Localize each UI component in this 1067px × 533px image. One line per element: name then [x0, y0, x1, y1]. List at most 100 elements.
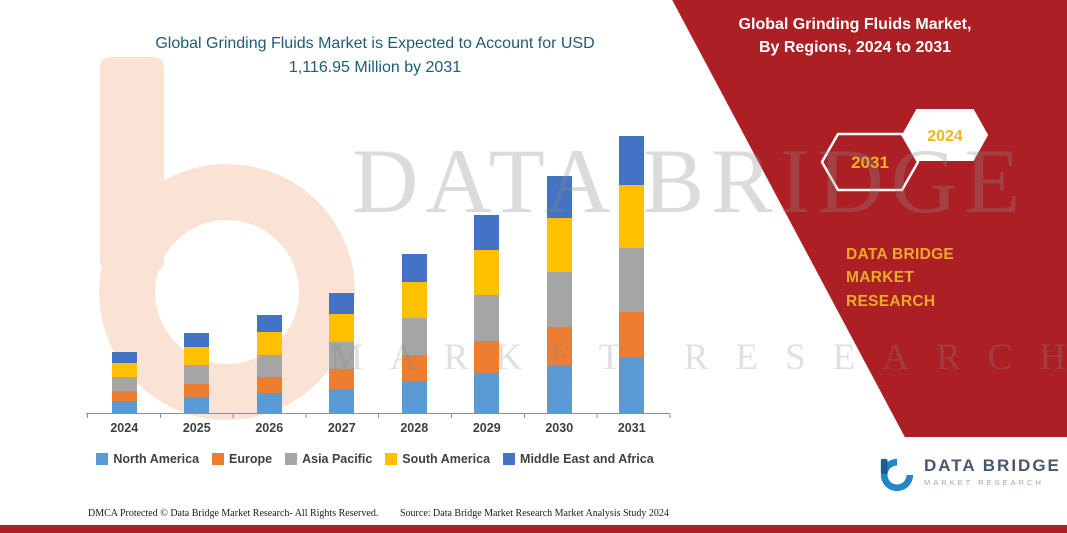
legend-swatch-icon — [503, 453, 516, 465]
legend-label: North America — [113, 452, 200, 466]
bar-segment-2026-europe — [256, 377, 282, 394]
bar-2026 — [256, 315, 282, 413]
bar-segment-2026-north-america — [256, 393, 282, 413]
banner-heading-line2: By Regions, 2024 to 2031 — [758, 39, 952, 57]
bar-2027 — [329, 293, 355, 413]
bar-segment-2027-asia-pacific — [329, 341, 355, 370]
bar-segment-2025-asia-pacific — [184, 365, 210, 385]
company-logo-name: DATA BRIDGE — [924, 456, 1061, 475]
bar-segment-2027-south-america — [329, 314, 355, 342]
x-axis-label-2030: 2030 — [545, 421, 574, 435]
x-axis-label-2029: 2029 — [472, 421, 501, 435]
logo-watermark-stem — [100, 57, 164, 272]
bar-segment-2028-europe — [401, 355, 427, 381]
bottom-red-strip — [0, 525, 1067, 533]
hexagon-2031 — [820, 132, 920, 192]
banner-brand-line2: RESEARCH — [846, 292, 936, 310]
x-axis-ticks — [87, 414, 671, 418]
legend-label: South America — [402, 452, 491, 466]
chart-legend: North America Europe Asia Pacific South Ame… — [55, 452, 695, 466]
bar-2025 — [184, 333, 210, 413]
bar-segment-2025-north-america — [184, 396, 210, 413]
bar-segment-2029-middle-east-and-africa — [474, 215, 500, 251]
bar-segment-2028-north-america — [401, 380, 427, 413]
year-hexagons: 2024 2031 — [820, 109, 989, 192]
banner-brand-line1: DATA BRIDGE MARKET — [846, 246, 955, 287]
bar-segment-2028-asia-pacific — [401, 318, 427, 356]
bar-segment-2027-europe — [329, 369, 355, 389]
bar-2030 — [546, 176, 572, 413]
bar-segment-2031-middle-east-and-africa — [619, 136, 645, 186]
bar-segment-2024-north-america — [111, 400, 137, 413]
bar-2029 — [474, 215, 500, 413]
company-logo: DATA BRIDGE MARKET RESEARCH — [878, 456, 1061, 494]
legend-swatch-icon — [96, 453, 109, 465]
legend-item-south-america: South America — [385, 452, 490, 466]
legend-swatch-icon — [285, 453, 298, 465]
x-axis-label-2024: 2024 — [110, 421, 139, 435]
bar-segment-2031-south-america — [619, 185, 645, 249]
banner-heading: Global Grinding Fluids Market, By Region… — [670, 13, 1040, 59]
bar-segment-2025-europe — [184, 384, 210, 397]
bar-segment-2030-north-america — [546, 365, 572, 413]
x-axis-label-2027: 2027 — [327, 421, 356, 435]
x-axis-line — [86, 413, 670, 414]
legend-item-asia-pacific: Asia Pacific — [285, 452, 372, 466]
stacked-bar-chart — [88, 123, 668, 413]
logo-watermark-ring — [99, 164, 355, 420]
bar-segment-2031-north-america — [619, 357, 645, 413]
legend-item-middle-east-and-africa: Middle East and Africa — [503, 452, 654, 466]
legend-label: Asia Pacific — [302, 452, 373, 466]
bar-2024 — [111, 352, 137, 413]
bar-segment-2026-middle-east-and-africa — [256, 315, 282, 333]
bar-segment-2025-middle-east-and-africa — [184, 333, 210, 348]
dmca-notice: DMCA Protected © Data Bridge Market Rese… — [88, 508, 379, 519]
x-axis-label-2031: 2031 — [617, 421, 646, 435]
bar-segment-2024-middle-east-and-africa — [111, 352, 137, 363]
bar-segment-2027-middle-east-and-africa — [329, 293, 355, 315]
company-logo-text: DATA BRIDGE MARKET RESEARCH — [924, 456, 1061, 487]
bar-segment-2029-south-america — [474, 250, 500, 296]
legend-swatch-icon — [212, 453, 225, 465]
bar-segment-2031-asia-pacific — [619, 248, 645, 313]
banner-heading-line1: Global Grinding Fluids Market, — [738, 16, 972, 33]
chart-title: Global Grinding Fluids Market is Expecte… — [118, 32, 632, 80]
bar-segment-2024-south-america — [111, 362, 137, 377]
x-axis-label-2028: 2028 — [400, 421, 429, 435]
bar-segment-2030-asia-pacific — [546, 271, 572, 327]
dbmr-logo-watermark — [99, 57, 355, 420]
bar-segment-2024-asia-pacific — [111, 376, 137, 391]
bar-segment-2030-middle-east-and-africa — [546, 176, 572, 219]
bar-segment-2029-asia-pacific — [474, 295, 500, 341]
chart-title-line2: 1,116.95 Million by 2031 — [288, 59, 462, 76]
bar-segment-2026-south-america — [256, 332, 282, 355]
bar-segment-2029-north-america — [474, 372, 500, 413]
hexagon-2031-label: 2031 — [851, 153, 889, 172]
x-axis-label-2025: 2025 — [182, 421, 211, 435]
banner-brand-text: DATA BRIDGE MARKET RESEARCH — [846, 243, 1026, 313]
bar-segment-2027-north-america — [329, 388, 355, 413]
bar-segment-2028-south-america — [401, 282, 427, 319]
chart-title-line1: Global Grinding Fluids Market is Expecte… — [155, 35, 595, 52]
bar-segment-2031-europe — [619, 312, 645, 357]
bar-segment-2026-asia-pacific — [256, 354, 282, 378]
bar-2031 — [619, 136, 645, 413]
bar-segment-2029-europe — [474, 340, 500, 373]
bar-segment-2024-europe — [111, 390, 137, 401]
x-axis-labels: 2024 2025 2026 2027 2028 2029 2030 2031 — [88, 421, 668, 435]
legend-item-europe: Europe — [212, 452, 272, 466]
bar-segment-2030-south-america — [546, 218, 572, 272]
bar-2028 — [401, 254, 427, 413]
bar-segment-2025-south-america — [184, 347, 210, 366]
hexagon-2024-label: 2024 — [927, 128, 963, 145]
bar-segment-2030-europe — [546, 326, 572, 366]
source-note: Source: Data Bridge Market Research Mark… — [400, 508, 669, 519]
legend-label: Europe — [229, 452, 273, 466]
legend-label: Middle East and Africa — [520, 452, 654, 466]
databridge-swirl-icon — [880, 458, 914, 492]
legend-swatch-icon — [385, 453, 398, 465]
company-logo-subtitle: MARKET RESEARCH — [924, 478, 1044, 488]
bar-segment-2028-middle-east-and-africa — [401, 254, 427, 283]
legend-item-north-america: North America — [96, 452, 199, 466]
